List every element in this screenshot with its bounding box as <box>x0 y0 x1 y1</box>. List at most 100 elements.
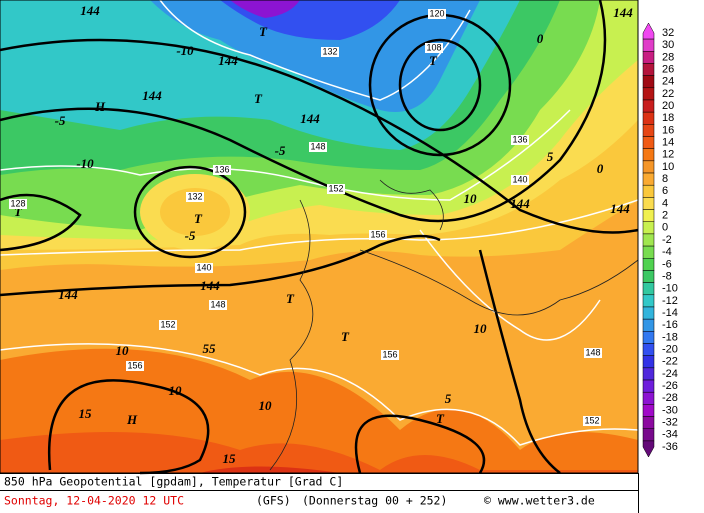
colorbar-label: -34 <box>662 429 678 441</box>
isoline-label: 132 <box>187 191 202 201</box>
colorbar-label: -12 <box>662 295 678 307</box>
colorbar-label: 28 <box>662 51 674 63</box>
contour-label: 15 <box>223 451 237 466</box>
colorbar-label: -6 <box>662 258 672 270</box>
colorbar-label: 18 <box>662 112 674 124</box>
label-bg <box>213 165 231 175</box>
isoline-label: 128 <box>10 198 25 208</box>
colorbar-label: -14 <box>662 307 678 319</box>
colorbar-swatch <box>642 38 655 52</box>
contour-label: 144 <box>218 53 238 68</box>
isoline-label: 156 <box>382 349 397 359</box>
colorbar-label: -8 <box>662 270 672 282</box>
colorbar-label: -36 <box>662 441 678 453</box>
contour-label: T <box>14 204 23 219</box>
colorbar-label: -18 <box>662 331 678 343</box>
colorbar-label: 22 <box>662 88 674 100</box>
colorbar-swatch <box>642 160 655 174</box>
colorbar-swatch <box>642 75 655 89</box>
colorbar-label: 8 <box>662 173 668 185</box>
colorbar-label: -32 <box>662 417 678 429</box>
isoline-label: 152 <box>328 183 343 193</box>
label-bg <box>195 263 213 273</box>
colorbar-swatch <box>642 172 655 186</box>
contour-label: T <box>286 291 295 306</box>
contour-label: 10 <box>474 321 488 336</box>
label-bg <box>327 184 345 194</box>
contour-label: H <box>94 99 106 114</box>
label-bg <box>209 300 227 310</box>
colorbar-label: 12 <box>662 149 674 161</box>
colorbar-swatch <box>642 184 655 198</box>
colorbar-label: -4 <box>662 246 672 258</box>
footer-copyright: © www.wetter3.de <box>484 494 595 508</box>
isotherms <box>0 0 639 446</box>
isoline-label: 148 <box>310 141 325 151</box>
contour-label: 0 <box>597 161 604 176</box>
contour-label: -5 <box>55 113 66 128</box>
isoline-label: 156 <box>127 360 142 370</box>
colorbar-swatch <box>642 416 655 429</box>
colorbar-label: 20 <box>662 100 674 112</box>
colorbar-swatch <box>642 87 655 101</box>
warm-pocket <box>160 188 230 236</box>
colorbar-swatch <box>642 331 655 344</box>
colorbar-label: -26 <box>662 380 678 392</box>
colorbar-swatch <box>642 391 655 405</box>
colorbar-label: 0 <box>662 222 668 234</box>
colorbar-label: -2 <box>662 234 672 246</box>
isoline-label: 136 <box>512 134 527 144</box>
label-bg <box>381 350 399 360</box>
label-bg <box>425 43 443 53</box>
contour-label: T <box>259 24 268 39</box>
band <box>230 0 300 18</box>
coastlines <box>269 179 639 471</box>
colorbar-swatch <box>642 124 655 137</box>
contour-label: T <box>194 211 203 226</box>
label-bg <box>126 361 144 371</box>
colorbar-label: 26 <box>662 63 674 75</box>
label-bg <box>511 135 529 145</box>
colorbar-swatch <box>642 148 655 162</box>
colorbar-swatch <box>642 367 655 381</box>
label-bg <box>511 175 529 185</box>
contour-label: T <box>436 411 445 426</box>
colorbar-swatch <box>642 379 655 393</box>
label-bg <box>583 416 601 426</box>
contour-label: T <box>341 329 350 344</box>
colorbar-swatch <box>642 404 655 417</box>
colorbar-swatch <box>642 270 655 283</box>
contour-label: 55 <box>203 341 217 356</box>
contour-label: 5 <box>547 149 554 164</box>
contour-label: 10 <box>169 383 183 398</box>
colorbar-label: 10 <box>662 161 674 173</box>
isoline-label: 148 <box>585 347 600 357</box>
colorbar-label: 4 <box>662 197 668 209</box>
colorbar: 32302826242220181614121086420-2-4-6-8-10… <box>642 22 678 458</box>
isoline-label: 140 <box>196 262 211 272</box>
label-bg <box>584 348 602 358</box>
colorbar-swatch <box>642 233 655 247</box>
colorbar-label: 16 <box>662 124 674 136</box>
colorbar-label: -10 <box>662 283 678 295</box>
colorbar-swatch <box>642 99 655 113</box>
contour-label: 0 <box>537 31 544 46</box>
contour-label: T <box>429 53 438 68</box>
contour-label: 144 <box>610 201 630 216</box>
footer-model: (GFS) <box>256 494 291 508</box>
contour-label: -5 <box>185 228 196 243</box>
colorbar-label: 14 <box>662 136 674 148</box>
isoline-label: 156 <box>370 229 385 239</box>
contour-label: 144 <box>80 3 100 18</box>
colorbar-swatch <box>642 63 655 76</box>
label-bg <box>186 192 204 202</box>
colorbar-arrow <box>642 440 655 458</box>
isoline-label: 136 <box>214 164 229 174</box>
colorbar-swatch <box>642 209 655 222</box>
isoline-label: 148 <box>210 299 225 309</box>
contour-label: 144 <box>300 111 320 126</box>
contour-label: T <box>254 91 263 106</box>
label-bg <box>428 9 446 19</box>
contour-label: 5 <box>445 391 452 406</box>
